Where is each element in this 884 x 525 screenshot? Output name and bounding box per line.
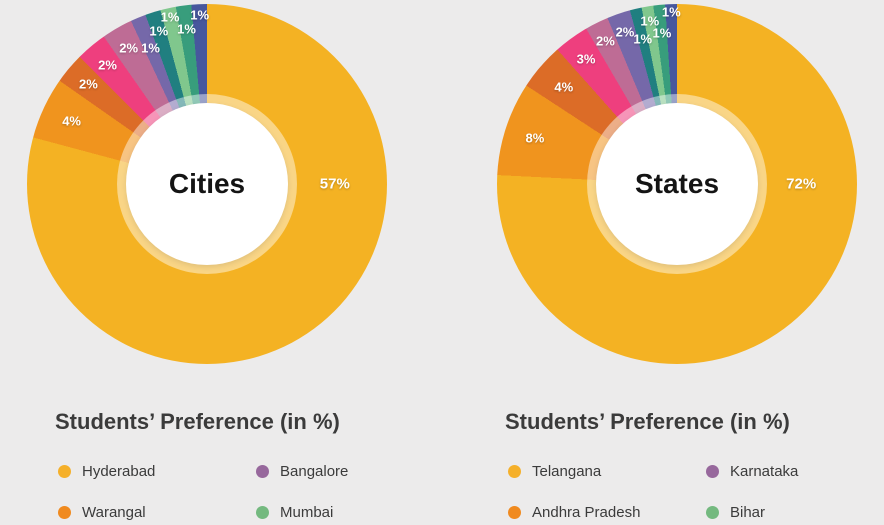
donut-center-hole: Cities [126, 103, 288, 265]
legend-item: Bangalore [256, 459, 454, 483]
slice-percent-label: 2% [615, 24, 635, 40]
slice-percent-label: 2% [596, 33, 615, 49]
slice-percent-label: 1% [190, 7, 210, 23]
states-donut-chart: States 72% 8% 4% 3% 2% 2% 1% 1% 1% 1% [497, 4, 857, 364]
cities-section-title: Students’ Preference (in %) [55, 409, 340, 434]
slice-percent-label: 2% [79, 76, 98, 92]
cities-legend: Hyderabad Bangalore Warangal Mumbai [58, 459, 454, 524]
legend-label: Andhra Pradesh [532, 503, 641, 521]
legend-item: Andhra Pradesh [508, 500, 706, 524]
slice-percent-label: 4% [554, 79, 574, 94]
legend-label: Bihar [730, 503, 766, 521]
legend-color-dot [58, 464, 71, 478]
slice-percent-label: 2% [119, 40, 139, 56]
legend-label: Hyderabad [82, 462, 156, 480]
donut-center-hole: States [596, 103, 758, 265]
slice-percent-label: 1% [633, 31, 653, 47]
legend-item: Mumbai [256, 500, 454, 524]
slice-percent-label: 4% [62, 113, 81, 129]
slice-percent-label: 1% [149, 23, 169, 39]
legend-label: Karnataka [730, 462, 799, 480]
slice-percent-label: 72% [786, 175, 817, 193]
cities-donut-chart: Cities 57% 4% 2% 2% 2% 1% 1% 1% 1% 1% [27, 4, 387, 364]
legend-color-dot [706, 505, 719, 519]
legend-color-dot [508, 464, 521, 478]
slice-percent-label: 1% [160, 9, 180, 25]
states-section-title: Students’ Preference (in %) [505, 409, 790, 434]
slice-percent-label: 3% [576, 51, 596, 67]
slice-percent-label: 1% [661, 4, 681, 20]
legend-item: Warangal [58, 500, 256, 524]
legend-color-dot [706, 464, 719, 478]
legend-item: Hyderabad [58, 459, 256, 483]
cities-center-label: Cities [168, 168, 246, 199]
slice-percent-label: 1% [640, 13, 660, 29]
legend-label: Telangana [532, 462, 602, 480]
legend-label: Bangalore [280, 462, 349, 480]
slice-percent-label: 8% [525, 130, 545, 146]
slice-percent-label: 57% [319, 175, 350, 193]
legend-color-dot [508, 505, 521, 519]
legend-item: Bihar [706, 500, 884, 524]
slice-percent-label: 1% [652, 25, 672, 41]
legend-label: Warangal [82, 503, 146, 521]
states-center-label: States [634, 168, 720, 199]
states-legend: Telangana Karnataka Andhra Pradesh Bihar [508, 459, 884, 524]
slice-percent-label: 2% [98, 57, 117, 73]
legend-color-dot [256, 505, 269, 519]
legend-label: Mumbai [280, 503, 334, 521]
slice-percent-label: 1% [177, 21, 196, 37]
legend-item: Karnataka [706, 459, 884, 483]
legend-color-dot [58, 505, 71, 519]
slice-percent-label: 1% [141, 40, 160, 56]
legend-item: Telangana [508, 459, 706, 483]
legend-color-dot [256, 464, 269, 478]
